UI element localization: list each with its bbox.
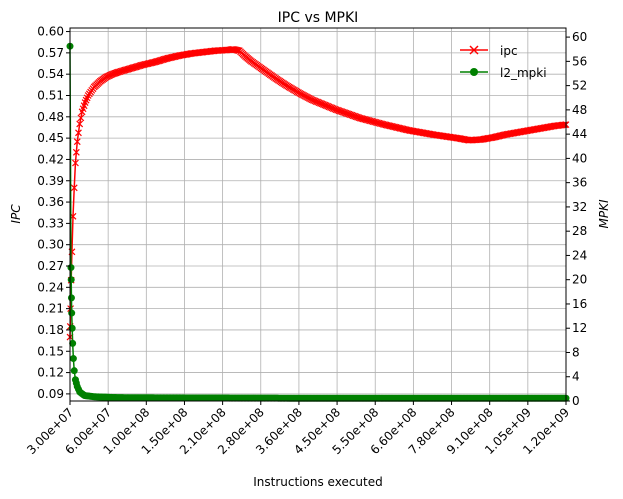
grid	[69, 28, 567, 401]
legend-label-ipc: ipc	[500, 44, 518, 58]
y-right-tick-label: 52	[572, 79, 587, 93]
legend-marker-l2-mpki	[470, 68, 478, 76]
y-right-tick-label: 12	[572, 321, 587, 335]
y-left-tick-label: 0.33	[37, 216, 64, 230]
plot-frame	[69, 27, 567, 402]
y-left-tick-label: 0.36	[37, 195, 64, 209]
y-left-tick-label: 0.48	[37, 110, 64, 124]
data-point-ipc	[72, 148, 80, 156]
y-left-tick-label: 0.21	[37, 302, 64, 316]
y-right-tick-label: 32	[572, 200, 587, 214]
y-right-tick-label: 44	[572, 127, 587, 141]
legend-marker-ipc	[469, 45, 479, 55]
data-point-ipc	[73, 138, 81, 146]
data-point-l2-mpki	[67, 276, 75, 284]
series-l2-mpki	[66, 42, 570, 402]
y-right-tick-label: 24	[572, 248, 587, 262]
y-right-tick-label: 56	[572, 54, 587, 68]
data-point-l2-mpki	[67, 264, 75, 272]
legend: ipc l2_mpki	[460, 44, 547, 80]
y-axis-label-left: IPC	[9, 204, 23, 224]
y-left-tick-label: 0.15	[37, 344, 64, 358]
data-point-ipc	[70, 184, 78, 192]
y-right-tick-label: 0	[572, 394, 580, 408]
data-point-ipc	[72, 159, 79, 167]
y-left-tick-label: 0.18	[37, 323, 64, 337]
y-right-tick-label: 20	[572, 273, 587, 287]
data-point-ipc	[561, 121, 569, 129]
data-point-ipc	[77, 114, 85, 122]
y-left-tick-label: 0.09	[37, 387, 64, 401]
y-right-tick-label: 40	[572, 151, 587, 165]
data-point-l2-mpki	[69, 339, 77, 347]
y-left-tick-label: 0.45	[37, 131, 64, 145]
data-point-ipc	[75, 129, 82, 137]
data-point-l2-mpki	[67, 294, 75, 302]
y-left-tick-label: 0.24	[37, 280, 64, 294]
y-axis-label-right: MPKI	[597, 199, 611, 228]
y-left-tick-label: 0.51	[37, 88, 64, 102]
y-right-tick-label: 36	[572, 176, 587, 190]
chart-title: IPC vs MPKI	[278, 10, 359, 26]
data-point-ipc	[76, 120, 84, 128]
legend-label-l2-mpki: l2_mpki	[500, 66, 547, 80]
y-left-tick-label: 0.54	[37, 67, 64, 81]
left-axis: 0.09 0.12 0.15 0.18 0.21 0.24 0.27 0.30 0.33 0.36…	[37, 25, 70, 401]
x-axis-label: Instructions executed	[253, 475, 383, 489]
y-left-tick-label: 0.57	[37, 46, 64, 60]
y-left-tick-label: 0.60	[37, 25, 64, 39]
y-left-tick-label: 0.30	[37, 238, 64, 252]
data-point-l2-mpki	[70, 367, 78, 375]
y-left-tick-label: 0.42	[37, 152, 64, 166]
y-right-tick-label: 16	[572, 297, 587, 311]
y-left-tick-label: 0.27	[37, 259, 64, 273]
y-right-tick-label: 4	[572, 370, 580, 384]
y-right-tick-label: 48	[572, 103, 587, 117]
data-point-l2-mpki	[68, 309, 76, 317]
data-point-ipc	[233, 46, 241, 54]
data-point-l2-mpki	[69, 355, 77, 363]
y-right-tick-label: 8	[572, 345, 580, 359]
y-left-tick-label: 0.39	[37, 174, 64, 188]
y-right-tick-label: 28	[572, 224, 587, 238]
y-right-tick-label: 60	[572, 30, 587, 44]
series-ipc	[66, 45, 570, 341]
data-point-ipc	[559, 121, 567, 129]
y-left-tick-label: 0.12	[37, 366, 64, 380]
